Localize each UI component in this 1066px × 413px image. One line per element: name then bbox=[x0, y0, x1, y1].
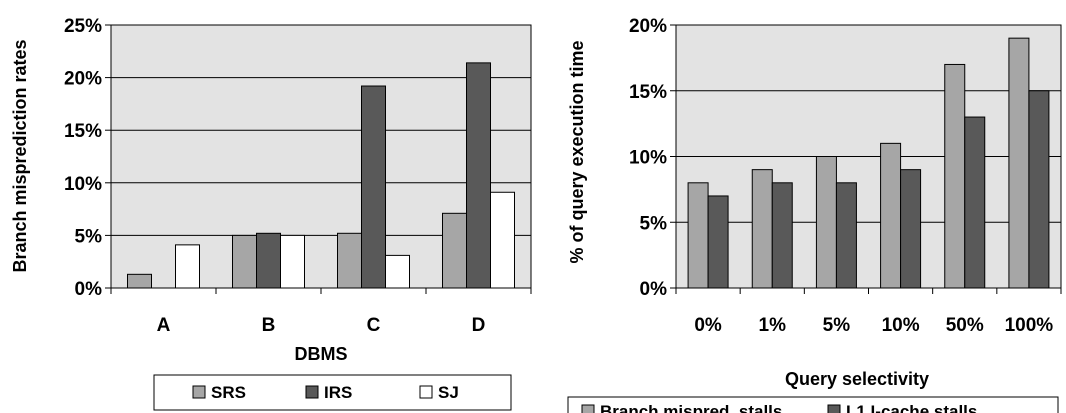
legend-label-l1-icache: L1 I-cache stalls bbox=[846, 402, 977, 413]
r-xtick-label: 1% bbox=[759, 315, 787, 336]
chart-left-xlabel: DBMS bbox=[295, 344, 348, 364]
l-bar-sj-b bbox=[280, 234, 305, 289]
l-xtick-label: B bbox=[262, 315, 276, 336]
r-ytick-label: 10% bbox=[629, 148, 667, 169]
legend-label-branch-mispred: Branch mispred. stalls bbox=[600, 402, 782, 413]
legend-swatch-branch-mispred bbox=[581, 404, 595, 413]
l-ytick-label: 10% bbox=[64, 174, 102, 195]
chart-right-legend: Branch mispred. stalls L1 I-cache stalls bbox=[567, 396, 1059, 413]
r-ytick-label: 20% bbox=[629, 16, 667, 37]
chart-right-ylabel: % of query execution time bbox=[567, 40, 587, 263]
legend-label-sj: SJ bbox=[438, 383, 459, 402]
r-ytick-label: 0% bbox=[640, 279, 668, 300]
r-bar-branch-mispred-stalls-0 bbox=[687, 182, 709, 289]
r-bar-l1-i-cache-stalls-1 bbox=[771, 182, 793, 289]
legend-swatch-srs bbox=[192, 385, 206, 399]
r-bar-l1-i-cache-stalls-5 bbox=[835, 182, 857, 289]
chart-left-ylabel: Branch misprediction rates bbox=[10, 39, 30, 272]
legend-swatch-sj bbox=[419, 385, 433, 399]
r-bar-branch-mispred-stalls-5 bbox=[815, 156, 837, 289]
r-xtick-label: 5% bbox=[823, 315, 851, 336]
l-ytick-label: 0% bbox=[75, 279, 103, 300]
l-bar-srs-a bbox=[127, 273, 152, 289]
chart-left: 0% 5% 10% 15% 20% 25% A B C D Branch mispredicti… bbox=[10, 16, 532, 411]
r-xtick-label: 100% bbox=[1005, 315, 1054, 336]
r-bar-l1-i-cache-stalls-0 bbox=[707, 195, 729, 289]
r-xtick-label: 50% bbox=[946, 315, 984, 336]
chart-right: 0% 5% 10% 15% 20% 0% 1% 5% 10% 50% 100% % of quer… bbox=[567, 16, 1062, 413]
l-bar-sj-a bbox=[175, 244, 200, 289]
chart-left-legend-box bbox=[153, 374, 512, 411]
l-xtick-label: D bbox=[472, 315, 486, 336]
l-bar-srs-d bbox=[442, 212, 467, 289]
l-bar-srs-b bbox=[232, 234, 257, 289]
l-xtick-label: C bbox=[367, 315, 381, 336]
l-bar-sj-d bbox=[490, 191, 515, 289]
legend-swatch-l1-icache bbox=[827, 404, 841, 413]
l-bar-irs-d bbox=[466, 62, 491, 289]
chart-right-xlabel: Query selectivity bbox=[785, 369, 929, 389]
r-bar-l1-i-cache-stalls-50 bbox=[964, 116, 986, 289]
r-bar-branch-mispred-stalls-50 bbox=[944, 63, 966, 289]
chart-left-legend: SRS IRS SJ bbox=[153, 374, 512, 411]
l-ytick-label: 20% bbox=[64, 69, 102, 90]
r-bar-l1-i-cache-stalls-100 bbox=[1028, 90, 1050, 289]
r-ytick-label: 5% bbox=[640, 213, 668, 234]
l-bar-irs-c bbox=[361, 85, 386, 289]
r-bar-branch-mispred-stalls-100 bbox=[1008, 37, 1030, 289]
legend-label-irs: IRS bbox=[324, 383, 352, 402]
r-xtick-label: 10% bbox=[882, 315, 920, 336]
l-ytick-label: 25% bbox=[64, 16, 102, 37]
chart-right-legend-box bbox=[567, 396, 1059, 413]
l-xtick-label: A bbox=[157, 315, 171, 336]
r-xtick-label: 0% bbox=[694, 315, 722, 336]
r-bar-l1-i-cache-stalls-10 bbox=[900, 169, 922, 289]
legend-swatch-irs bbox=[305, 385, 319, 399]
l-ytick-label: 15% bbox=[64, 121, 102, 142]
l-bar-srs-c bbox=[337, 232, 362, 289]
r-bar-branch-mispred-stalls-1 bbox=[751, 169, 773, 289]
r-bar-branch-mispred-stalls-10 bbox=[880, 142, 902, 289]
r-ytick-label: 15% bbox=[629, 82, 667, 103]
legend-label-srs: SRS bbox=[211, 383, 246, 402]
l-bar-irs-b bbox=[256, 232, 281, 289]
l-bar-sj-c bbox=[385, 254, 410, 289]
l-ytick-label: 5% bbox=[75, 226, 103, 247]
